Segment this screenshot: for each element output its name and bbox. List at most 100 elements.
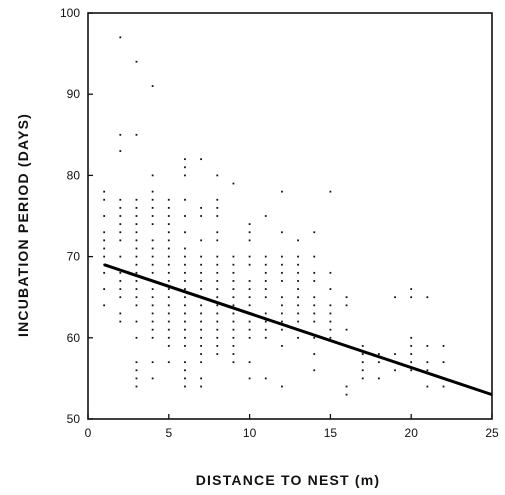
data-point [119,150,122,152]
data-point [410,336,413,339]
data-point [151,288,154,290]
data-point [281,345,283,347]
data-point [264,288,267,290]
data-point [216,174,219,177]
data-point [248,361,251,364]
data-point [361,377,364,380]
data-point [151,174,154,177]
data-point [119,271,122,274]
data-point [248,296,251,299]
data-point [313,255,316,258]
data-point [200,345,203,347]
data-point [184,369,186,372]
data-point [313,304,316,307]
data-point [281,190,283,193]
data-point [297,280,299,282]
data-point [248,328,251,331]
data-point [151,361,154,364]
data-point [151,271,154,274]
data-point [313,312,316,315]
data-point [232,312,235,315]
y-tick-label: 90 [67,87,81,101]
data-point [184,166,186,169]
data-point [103,288,106,290]
plot-frame [87,12,493,420]
data-point [151,304,154,307]
data-point [151,247,154,250]
data-point [200,361,203,364]
data-point [119,223,122,226]
data-point [151,328,154,331]
data-point [232,353,235,355]
data-point [103,304,106,307]
data-point [151,263,154,266]
data-point [281,312,283,315]
y-tick-label: 80 [67,168,81,182]
data-point [184,174,186,177]
data-point [345,304,348,307]
data-point [216,296,219,299]
plot-area: 0 5 10 15 20 25 50 60 70 80 90 100 [60,6,499,440]
data-point [216,304,219,307]
data-point [200,304,203,307]
data-point [248,304,251,307]
data-point [167,280,170,282]
data-point [151,312,154,315]
data-point [167,231,170,234]
data-point [135,369,138,372]
data-point [426,296,429,299]
data-point [442,345,445,347]
data-point [135,223,138,226]
data-point [216,320,219,323]
data-point [297,263,299,266]
data-point [167,223,170,226]
data-point [248,280,251,282]
data-point [281,320,283,323]
data-point [167,296,170,299]
data-point [442,361,445,364]
data-point [281,385,283,388]
data-point [216,353,219,355]
data-point [248,320,251,323]
data-point [167,336,170,339]
data-point [184,304,186,307]
data-point [119,198,122,201]
data-point [119,36,122,39]
data-point [361,361,364,364]
data-point [119,239,122,242]
data-point [167,312,170,315]
data-point [167,328,170,331]
data-point [297,320,299,323]
data-point [135,304,138,307]
data-point [135,215,138,217]
data-point [345,328,348,331]
data-point [377,377,380,380]
data-point [103,239,106,242]
data-point [313,336,316,339]
data-point [167,304,170,307]
data-point [167,361,170,364]
data-point [442,385,445,388]
data-point [264,280,267,282]
data-point [248,377,251,380]
y-tick-label: 70 [67,250,81,264]
data-point [216,280,219,282]
data-point [151,296,154,299]
data-point [167,320,170,323]
data-point [216,255,219,258]
data-point [200,328,203,331]
data-point [167,255,170,258]
data-point [119,231,122,234]
data-point [313,320,316,323]
data-point [216,312,219,315]
data-point [200,239,203,242]
data-point [184,377,186,380]
data-point [135,361,138,364]
data-point [426,345,429,347]
data-point [361,369,364,372]
data-point [281,231,283,234]
data-point [119,312,122,315]
data-point [184,328,186,331]
data-point [200,312,203,315]
data-point [216,345,219,347]
